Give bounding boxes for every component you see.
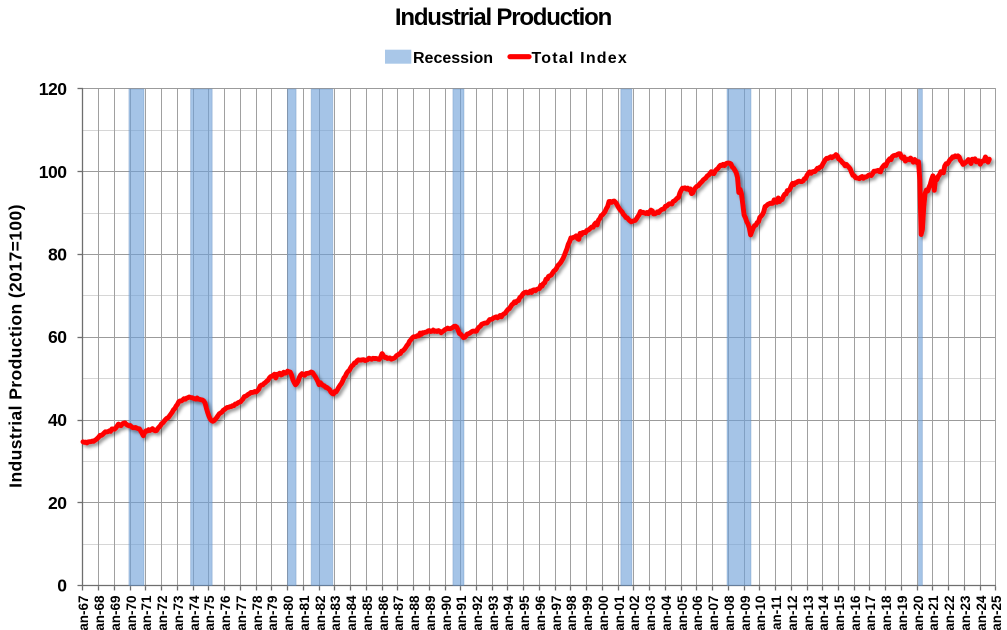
svg-text:Jan-16: Jan-16: [848, 595, 863, 630]
svg-text:80: 80: [48, 245, 67, 265]
svg-text:Jan-71: Jan-71: [139, 595, 154, 630]
svg-text:Jan-19: Jan-19: [895, 596, 910, 630]
svg-text:40: 40: [48, 410, 67, 430]
svg-text:Jan-72: Jan-72: [155, 596, 170, 630]
svg-text:Jan-84: Jan-84: [344, 595, 359, 630]
svg-text:Jan-01: Jan-01: [612, 595, 627, 630]
svg-text:Jan-03: Jan-03: [643, 595, 658, 630]
svg-text:Jan-75: Jan-75: [202, 595, 217, 630]
svg-text:Jan-68: Jan-68: [92, 595, 107, 630]
svg-text:Jan-79: Jan-79: [265, 596, 280, 630]
svg-text:Jan-07: Jan-07: [706, 596, 721, 630]
svg-text:Jan-76: Jan-76: [218, 595, 233, 630]
svg-text:Jan-70: Jan-70: [124, 596, 139, 630]
svg-text:Recession: Recession: [413, 50, 493, 67]
svg-text:Jan-22: Jan-22: [942, 596, 957, 630]
svg-text:Jan-18: Jan-18: [879, 595, 894, 630]
svg-text:Jan-88: Jan-88: [407, 595, 422, 630]
svg-text:Jan-95: Jan-95: [517, 595, 532, 630]
svg-text:Jan-73: Jan-73: [171, 595, 186, 630]
svg-text:Jan-08: Jan-08: [722, 595, 737, 630]
svg-text:0: 0: [57, 576, 67, 596]
svg-text:Jan-00: Jan-00: [596, 596, 611, 630]
svg-text:Jan-97: Jan-97: [549, 596, 564, 630]
svg-text:Jan-10: Jan-10: [753, 596, 768, 630]
svg-text:Jan-82: Jan-82: [313, 596, 328, 630]
svg-text:Jan-14: Jan-14: [816, 595, 831, 630]
svg-text:Jan-09: Jan-09: [738, 596, 753, 630]
svg-text:Jan-06: Jan-06: [690, 595, 705, 630]
svg-text:120: 120: [39, 79, 67, 99]
svg-text:Jan-21: Jan-21: [926, 595, 941, 630]
svg-text:Jan-81: Jan-81: [297, 595, 312, 630]
svg-text:Jan-24: Jan-24: [974, 595, 989, 630]
svg-text:Jan-90: Jan-90: [439, 596, 454, 630]
svg-text:Industrial Production (2017=10: Industrial Production (2017=100): [6, 204, 26, 488]
svg-text:Jan-04: Jan-04: [659, 595, 674, 630]
svg-text:Jan-92: Jan-92: [470, 596, 485, 630]
svg-text:Jan-11: Jan-11: [769, 595, 784, 630]
svg-text:Jan-67: Jan-67: [76, 596, 91, 630]
svg-text:Industrial Production: Industrial Production: [395, 4, 612, 31]
svg-text:Jan-77: Jan-77: [234, 596, 249, 630]
svg-text:Jan-12: Jan-12: [785, 596, 800, 630]
svg-text:Jan-99: Jan-99: [580, 596, 595, 630]
svg-text:Jan-91: Jan-91: [454, 595, 469, 630]
svg-text:Jan-83: Jan-83: [328, 595, 343, 630]
svg-text:Jan-69: Jan-69: [108, 596, 123, 630]
svg-text:Jan-87: Jan-87: [391, 596, 406, 630]
svg-text:Jan-02: Jan-02: [627, 596, 642, 630]
svg-text:Jan-86: Jan-86: [376, 595, 391, 630]
svg-text:Jan-25: Jan-25: [989, 595, 1004, 630]
svg-text:Jan-20: Jan-20: [911, 596, 926, 630]
svg-text:Jan-94: Jan-94: [501, 595, 516, 630]
svg-text:Jan-17: Jan-17: [863, 596, 878, 630]
svg-text:Jan-96: Jan-96: [533, 595, 548, 630]
svg-text:Jan-13: Jan-13: [801, 595, 816, 630]
svg-text:60: 60: [48, 327, 67, 347]
svg-text:Jan-78: Jan-78: [250, 595, 265, 630]
svg-text:Total Index: Total Index: [532, 50, 628, 67]
svg-text:Jan-15: Jan-15: [832, 595, 847, 630]
svg-text:Jan-98: Jan-98: [564, 595, 579, 630]
svg-text:Jan-85: Jan-85: [360, 595, 375, 630]
svg-text:100: 100: [39, 162, 67, 182]
svg-text:Jan-89: Jan-89: [423, 596, 438, 630]
svg-text:Jan-93: Jan-93: [486, 595, 501, 630]
svg-text:Jan-23: Jan-23: [958, 595, 973, 630]
svg-text:Jan-74: Jan-74: [187, 595, 202, 630]
svg-text:Jan-05: Jan-05: [675, 595, 690, 630]
svg-text:Jan-80: Jan-80: [281, 596, 296, 630]
svg-text:20: 20: [48, 493, 67, 513]
